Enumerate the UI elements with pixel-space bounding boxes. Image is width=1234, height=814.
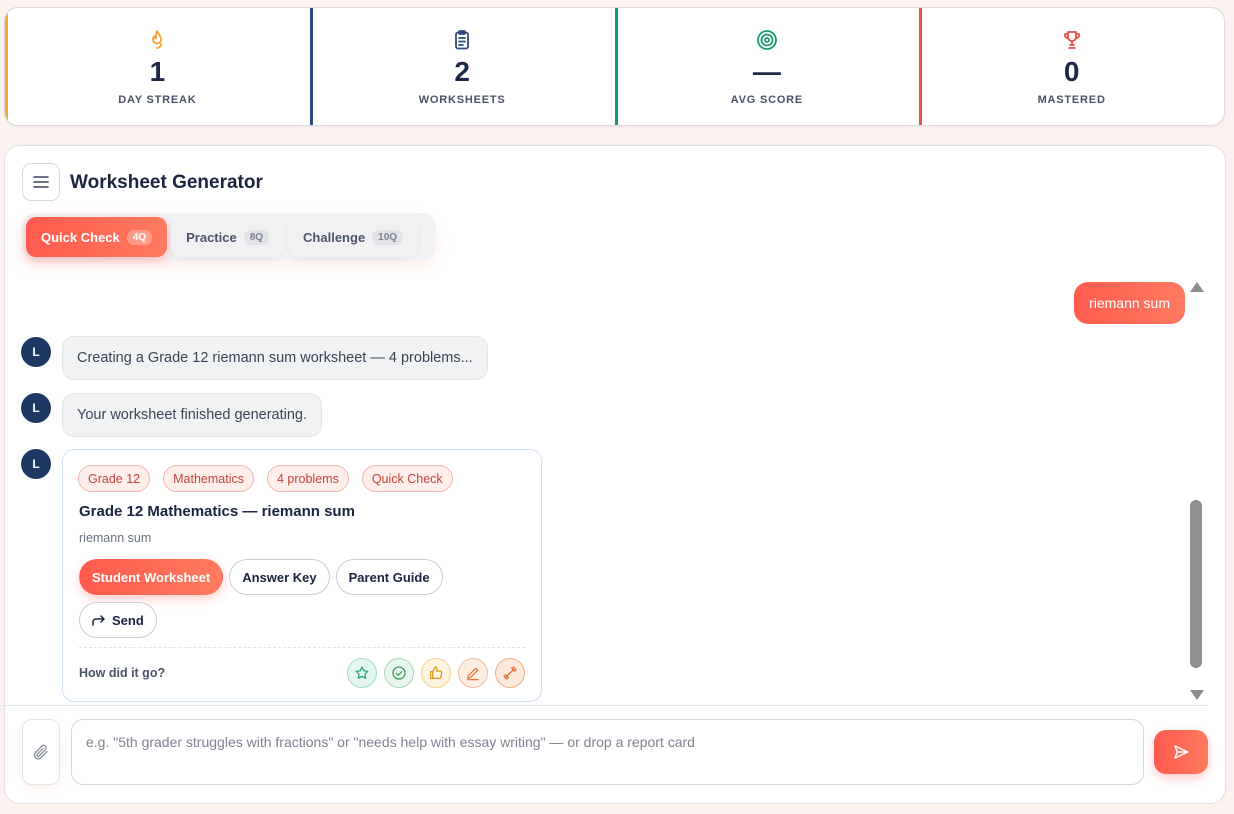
worksheet-panel: Worksheet Generator Quick Check 4Q Pract… <box>4 145 1226 804</box>
stat-day-streak: 1 DAY STREAK <box>5 8 310 125</box>
stat-avg-score: — AVG SCORE <box>614 8 920 125</box>
stat-worksheets: 2 WORKSHEETS <box>309 8 615 125</box>
star-icon <box>355 666 369 679</box>
student-worksheet-button[interactable]: Student Worksheet <box>79 559 224 595</box>
tag-grade: Grade 12 <box>78 465 151 492</box>
mode-practice[interactable]: Practice 8Q <box>171 217 285 257</box>
page-title: Worksheet Generator <box>70 172 263 193</box>
mode-label: Challenge <box>303 229 366 245</box>
feedback-options <box>347 658 525 688</box>
assistant-message: Your worksheet finished generating. <box>62 393 323 437</box>
flame-icon <box>152 30 163 49</box>
clipboard-icon <box>455 30 470 50</box>
chat-scrollbar[interactable] <box>1188 282 1206 700</box>
stat-value: 0 <box>1063 56 1080 87</box>
mode-label: Practice <box>186 229 237 245</box>
send-worksheet-button[interactable]: Send <box>79 602 157 638</box>
send-icon <box>1174 745 1189 759</box>
scroll-thumb[interactable] <box>1190 500 1202 668</box>
feedback-thumbs-up-button[interactable] <box>421 658 451 688</box>
assistant-message: Creating a Grade 12 riemann sum workshee… <box>62 336 488 380</box>
scroll-up-arrow-icon[interactable] <box>1190 282 1204 292</box>
card-divider <box>79 647 525 648</box>
feedback-check-button[interactable] <box>384 658 414 688</box>
worksheet-title: Grade 12 Mathematics — riemann sum <box>79 503 355 520</box>
tag-subject: Mathematics <box>163 465 254 492</box>
message-input[interactable] <box>71 719 1144 785</box>
dumbbell-icon <box>503 666 517 680</box>
feedback-question: How did it go? <box>79 666 166 680</box>
tag-list: Grade 12 Mathematics 4 problems Quick Ch… <box>78 465 453 492</box>
stat-label: MASTERED <box>1037 94 1106 106</box>
stat-value: — <box>752 56 781 87</box>
user-message: riemann sum <box>1074 282 1185 324</box>
trophy-icon <box>1063 31 1080 49</box>
stat-label: WORKSHEETS <box>418 94 506 106</box>
stat-mastered: 0 MASTERED <box>919 8 1224 125</box>
answer-key-button[interactable]: Answer Key <box>229 559 330 595</box>
mode-count-badge: 10Q <box>372 229 404 245</box>
stat-value: 2 <box>454 56 470 87</box>
check-circle-icon <box>392 666 406 680</box>
tag-problem-count: 4 problems <box>266 465 349 492</box>
mode-challenge[interactable]: Challenge 10Q <box>288 217 419 257</box>
scroll-down-arrow-icon[interactable] <box>1190 690 1204 700</box>
worksheet-card: Grade 12 Mathematics 4 problems Quick Ch… <box>62 449 542 702</box>
attach-button[interactable] <box>22 719 60 785</box>
tag-mode: Quick Check <box>361 465 453 492</box>
hamburger-icon <box>33 176 49 188</box>
send-label: Send <box>112 612 144 628</box>
stat-value: 1 <box>149 56 166 87</box>
target-icon <box>756 30 777 50</box>
feedback-pencil-button[interactable] <box>458 658 488 688</box>
mode-selector: Quick Check 4Q Practice 8Q Challenge 10Q <box>22 213 436 261</box>
stat-label: DAY STREAK <box>118 94 197 106</box>
mode-label: Quick Check <box>41 229 120 245</box>
stats-bar: 1 DAY STREAK 2 WORKSHEETS — AVG SCORE 0 … <box>4 7 1225 126</box>
assistant-avatar: L <box>21 393 51 423</box>
mode-quick-check[interactable]: Quick Check 4Q <box>26 217 168 257</box>
parent-guide-button[interactable]: Parent Guide <box>335 559 443 595</box>
thumbs-up-icon <box>430 666 443 679</box>
composer-divider <box>5 705 1207 706</box>
assistant-avatar: L <box>21 449 51 479</box>
send-message-button[interactable] <box>1154 730 1208 774</box>
stat-label: AVG SCORE <box>730 94 804 106</box>
mode-count-badge: 8Q <box>243 229 270 245</box>
mode-count-badge: 4Q <box>126 229 153 245</box>
worksheet-actions: Student Worksheet Answer Key Parent Guid… <box>79 559 443 595</box>
pencil-icon <box>467 667 479 681</box>
assistant-avatar: L <box>21 337 51 367</box>
feedback-dumbbell-button[interactable] <box>495 658 525 688</box>
menu-button[interactable] <box>22 163 60 201</box>
share-arrow-icon <box>92 615 105 626</box>
worksheet-topic: riemann sum <box>79 531 152 545</box>
feedback-star-button[interactable] <box>347 658 377 688</box>
paperclip-icon <box>33 744 48 760</box>
